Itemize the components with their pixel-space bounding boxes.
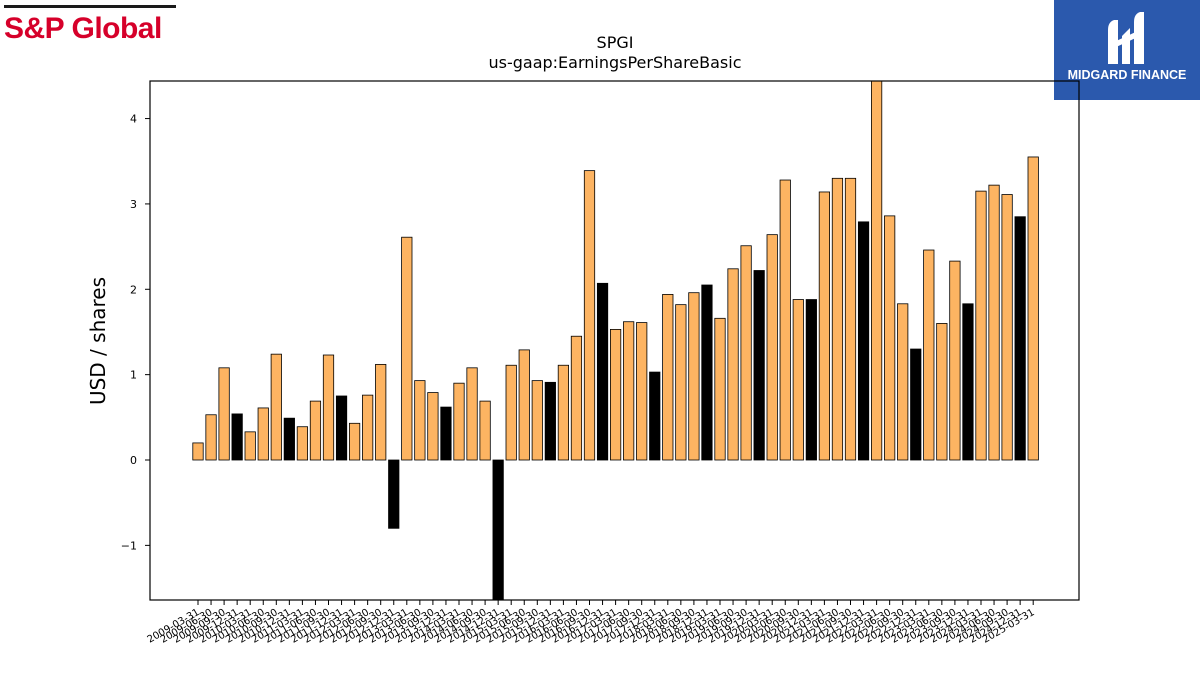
bar-2011-09-30 (322, 354, 335, 461)
bar-2020-09-30 (792, 299, 804, 461)
bar-2013-03-31 (401, 236, 413, 461)
bar-2021-06-30 (831, 177, 844, 461)
bar-2016-03-31 (557, 364, 570, 461)
bar-2013-09-30 (427, 392, 439, 461)
chart-title: SPGI (597, 33, 634, 52)
y-tick-label: 2 (130, 283, 137, 296)
bar-2010-06-30 (257, 407, 269, 461)
bar-2009-03-31 (192, 442, 204, 461)
bar-2023-09-30 (949, 260, 961, 461)
bar-2020-03-31 (766, 234, 778, 461)
bar-2016-12-31 (596, 282, 609, 461)
bar-2014-09-30 (479, 400, 491, 461)
bar-2012-03-31 (348, 422, 361, 461)
midgard-finance-logo: MIDGARD FINANCE (1054, 0, 1200, 100)
bars-group (192, 80, 1039, 601)
logo-rule (4, 5, 176, 8)
bar-2014-03-31 (453, 382, 465, 461)
bar-2012-09-30 (375, 363, 387, 461)
sp-global-logo: S&P Global (4, 5, 176, 46)
bar-2015-03-31 (505, 364, 517, 461)
bar-2014-12-31 (492, 459, 504, 601)
chart-subtitle: us-gaap:EarningsPerShareBasic (488, 53, 741, 72)
bar-2018-12-31 (701, 284, 713, 461)
bar-2021-09-30 (844, 177, 857, 461)
bar-2017-12-31 (649, 371, 661, 461)
bar-2018-03-31 (662, 293, 674, 461)
bar-2020-06-30 (779, 179, 791, 461)
bar-2010-03-31 (244, 431, 256, 461)
bar-2011-12-31 (335, 395, 348, 461)
bar-2015-06-30 (518, 349, 530, 461)
bar-2021-12-31 (857, 221, 870, 461)
bar-2017-09-30 (636, 322, 648, 461)
bar-2024-06-30 (988, 184, 1000, 461)
bar-2024-03-31 (975, 190, 987, 461)
bar-2022-09-30 (897, 303, 909, 461)
bar-2016-06-30 (570, 335, 583, 461)
bar-2012-06-30 (362, 394, 374, 461)
bar-2019-09-30 (740, 245, 752, 461)
bar-2019-03-31 (714, 317, 726, 461)
bar-2010-09-30 (270, 353, 282, 461)
plot-frame (149, 80, 1080, 601)
y-tick-label: 4 (130, 113, 137, 126)
bar-2014-06-30 (466, 367, 478, 461)
bar-2013-12-31 (440, 406, 452, 461)
bar-2011-03-31 (296, 426, 309, 461)
bar-2009-12-31 (231, 413, 243, 461)
bar-2018-06-30 (675, 304, 687, 461)
y-ticks-group: −1 0 1 2 3 4 (121, 113, 150, 552)
bar-2024-12-31 (1014, 216, 1026, 461)
y-axis-label: USD / shares (86, 277, 110, 405)
sp-global-wordmark: S&P Global (4, 12, 162, 45)
bar-2016-09-30 (583, 170, 596, 461)
bar-2011-06-30 (309, 400, 322, 461)
bar-2013-06-30 (414, 380, 426, 461)
bar-2009-09-30 (218, 367, 230, 461)
bar-2009-06-30 (205, 414, 217, 461)
bar-2017-06-30 (623, 321, 635, 461)
bar-2018-09-30 (688, 292, 700, 461)
bar-2017-03-31 (610, 328, 622, 461)
bar-2021-03-31 (818, 191, 831, 461)
bar-2019-12-31 (753, 270, 765, 461)
bar-2024-09-30 (1001, 194, 1013, 461)
bar-2019-06-30 (727, 268, 739, 461)
bar-2025-03-31 (1027, 156, 1039, 461)
midgard-wordmark: MIDGARD FINANCE (1067, 68, 1187, 82)
bar-2023-12-31 (962, 303, 974, 461)
bar-2022-06-30 (884, 215, 896, 461)
y-tick-label: 1 (130, 369, 137, 382)
x-ticks-group: 2009-03-312009-06-302009-09-302009-12-31… (146, 600, 1037, 646)
bar-2022-12-31 (910, 348, 922, 461)
y-tick-label: 3 (130, 198, 137, 211)
bar-2020-12-31 (805, 299, 817, 461)
midgard-emblem-icon (1108, 12, 1144, 64)
y-tick-label: 0 (130, 454, 137, 467)
bar-2010-12-31 (283, 417, 295, 461)
bar-2015-12-31 (544, 381, 556, 461)
bar-2023-06-30 (936, 323, 948, 461)
y-tick-label: −1 (121, 539, 137, 552)
bar-2022-03-31 (871, 80, 883, 461)
bar-2023-03-31 (923, 249, 935, 461)
bar-2012-12-31 (388, 459, 400, 529)
bar-2015-09-30 (531, 380, 543, 461)
